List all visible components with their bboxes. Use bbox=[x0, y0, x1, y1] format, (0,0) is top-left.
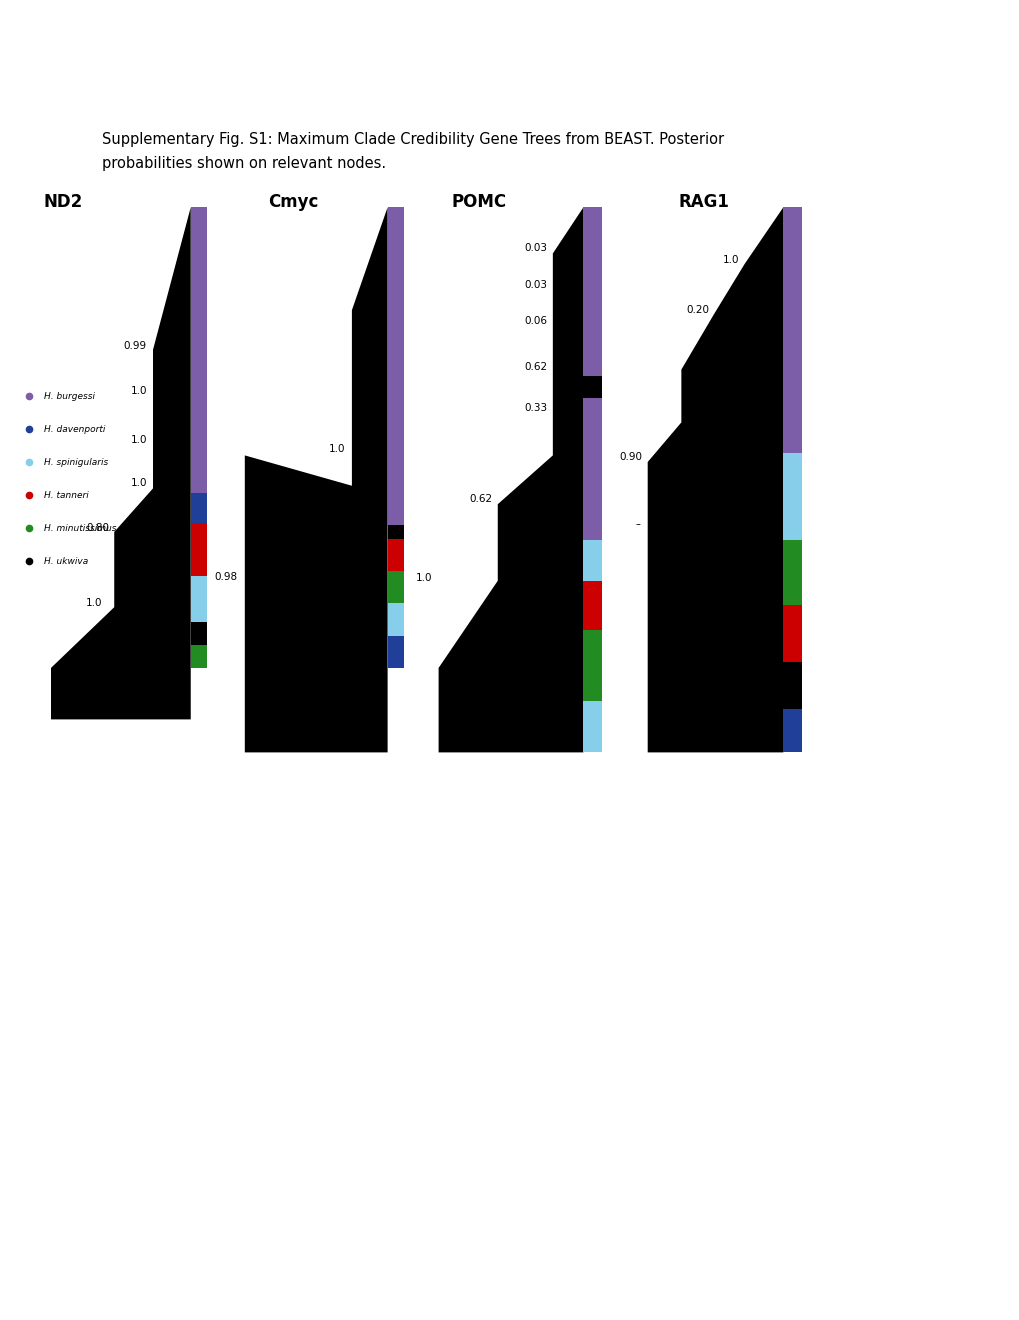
Text: 1.0: 1.0 bbox=[130, 385, 147, 396]
Bar bbox=[783, 540, 801, 605]
Bar bbox=[583, 630, 601, 701]
Polygon shape bbox=[438, 207, 583, 752]
Text: 0.98: 0.98 bbox=[214, 572, 237, 582]
Text: POMC: POMC bbox=[451, 193, 506, 211]
Text: 0.06: 0.06 bbox=[524, 315, 547, 326]
Bar bbox=[387, 525, 404, 539]
Bar bbox=[387, 539, 404, 572]
Polygon shape bbox=[647, 207, 783, 752]
Text: 0.99: 0.99 bbox=[123, 341, 147, 351]
Text: 1.0: 1.0 bbox=[130, 434, 147, 445]
Bar bbox=[783, 663, 801, 709]
Text: H. minutissimus: H. minutissimus bbox=[44, 524, 116, 532]
Polygon shape bbox=[245, 207, 387, 752]
Text: 1.0: 1.0 bbox=[416, 573, 432, 583]
Bar bbox=[583, 376, 601, 399]
Bar bbox=[191, 622, 207, 645]
Bar bbox=[783, 605, 801, 663]
Bar bbox=[191, 207, 207, 492]
Bar bbox=[191, 645, 207, 668]
Text: 0.62: 0.62 bbox=[524, 362, 547, 372]
Text: H. spinigularis: H. spinigularis bbox=[44, 458, 108, 466]
Bar bbox=[583, 581, 601, 630]
Bar bbox=[783, 709, 801, 752]
Text: –: – bbox=[635, 519, 640, 529]
Bar bbox=[583, 399, 601, 540]
Text: 1.0: 1.0 bbox=[329, 444, 345, 454]
Text: 0.03: 0.03 bbox=[524, 243, 547, 253]
Polygon shape bbox=[51, 207, 191, 719]
Text: 0.03: 0.03 bbox=[524, 280, 547, 290]
Text: H. tanneri: H. tanneri bbox=[44, 491, 89, 499]
Bar bbox=[387, 636, 404, 668]
Text: 1.0: 1.0 bbox=[722, 255, 739, 265]
Text: probabilities shown on relevant nodes.: probabilities shown on relevant nodes. bbox=[102, 156, 386, 170]
Bar bbox=[583, 701, 601, 752]
Text: 0.62: 0.62 bbox=[469, 494, 492, 504]
Text: H. ukwiva: H. ukwiva bbox=[44, 557, 88, 565]
Text: 0.90: 0.90 bbox=[619, 451, 642, 462]
Text: 0.20: 0.20 bbox=[685, 305, 708, 315]
Text: 1.0: 1.0 bbox=[86, 598, 102, 609]
Text: 1.0: 1.0 bbox=[130, 478, 147, 488]
Text: RAG1: RAG1 bbox=[678, 193, 729, 211]
Text: Supplementary Fig. S1: Maximum Clade Credibility Gene Trees from BEAST. Posterio: Supplementary Fig. S1: Maximum Clade Cre… bbox=[102, 132, 723, 147]
Text: H. davenporti: H. davenporti bbox=[44, 425, 105, 433]
Text: Cmyc: Cmyc bbox=[268, 193, 318, 211]
Bar bbox=[191, 492, 207, 523]
Bar bbox=[191, 576, 207, 622]
Text: 0.80: 0.80 bbox=[86, 523, 109, 533]
Text: 0.33: 0.33 bbox=[524, 403, 547, 413]
Bar bbox=[583, 207, 601, 376]
Bar bbox=[583, 540, 601, 581]
Text: H. burgessi: H. burgessi bbox=[44, 392, 95, 400]
Bar bbox=[387, 603, 404, 636]
Bar bbox=[783, 453, 801, 540]
Bar bbox=[387, 572, 404, 603]
Bar bbox=[191, 523, 207, 576]
Bar bbox=[387, 207, 404, 525]
Bar bbox=[783, 207, 801, 453]
Text: ND2: ND2 bbox=[44, 193, 83, 211]
